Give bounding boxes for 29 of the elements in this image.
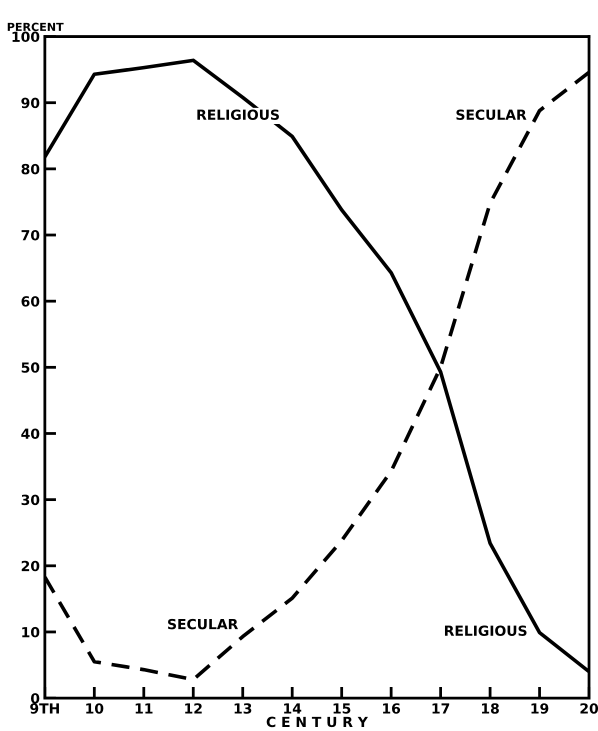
- x-tick-label: 9TH: [30, 703, 59, 714]
- y-tick-label: 90: [21, 98, 40, 108]
- annotation: RELIGIOUS: [444, 625, 527, 636]
- x-tick-label: 17: [432, 703, 450, 714]
- y-tick-label: 10: [22, 626, 40, 638]
- y-tick-label: 60: [22, 296, 40, 307]
- x-tick-label: 12: [185, 703, 202, 714]
- y-tick-label: 70: [22, 230, 40, 240]
- y-tick-label: 40: [21, 428, 40, 439]
- x-tick-label: 10: [86, 703, 104, 714]
- y-tick-label: 30: [22, 494, 40, 506]
- y-axis-title: PERCENT: [8, 22, 64, 32]
- x-tick-label: 19: [531, 703, 548, 714]
- x-axis-title: C E N T U R Y: [266, 716, 368, 728]
- x-tick-label: 20: [580, 703, 598, 714]
- x-tick-label: 14: [284, 703, 302, 714]
- y-tick-label: 20: [22, 560, 40, 572]
- annotation: SECULAR: [168, 618, 238, 630]
- x-tick-label: 11: [136, 703, 152, 714]
- x-tick-label: 16: [383, 703, 400, 714]
- y-tick-label: 50: [22, 362, 40, 373]
- y-tick-label: 80: [22, 164, 40, 174]
- y-tick-label: 0: [30, 693, 40, 704]
- x-tick-label: 18: [482, 703, 499, 714]
- annotation: RELIGIOUS: [197, 109, 279, 120]
- y-tick-label: 100: [12, 32, 40, 42]
- x-tick-label: 15: [334, 703, 350, 714]
- annotation: SECULAR: [456, 109, 526, 120]
- x-tick-label: 13: [234, 703, 252, 714]
